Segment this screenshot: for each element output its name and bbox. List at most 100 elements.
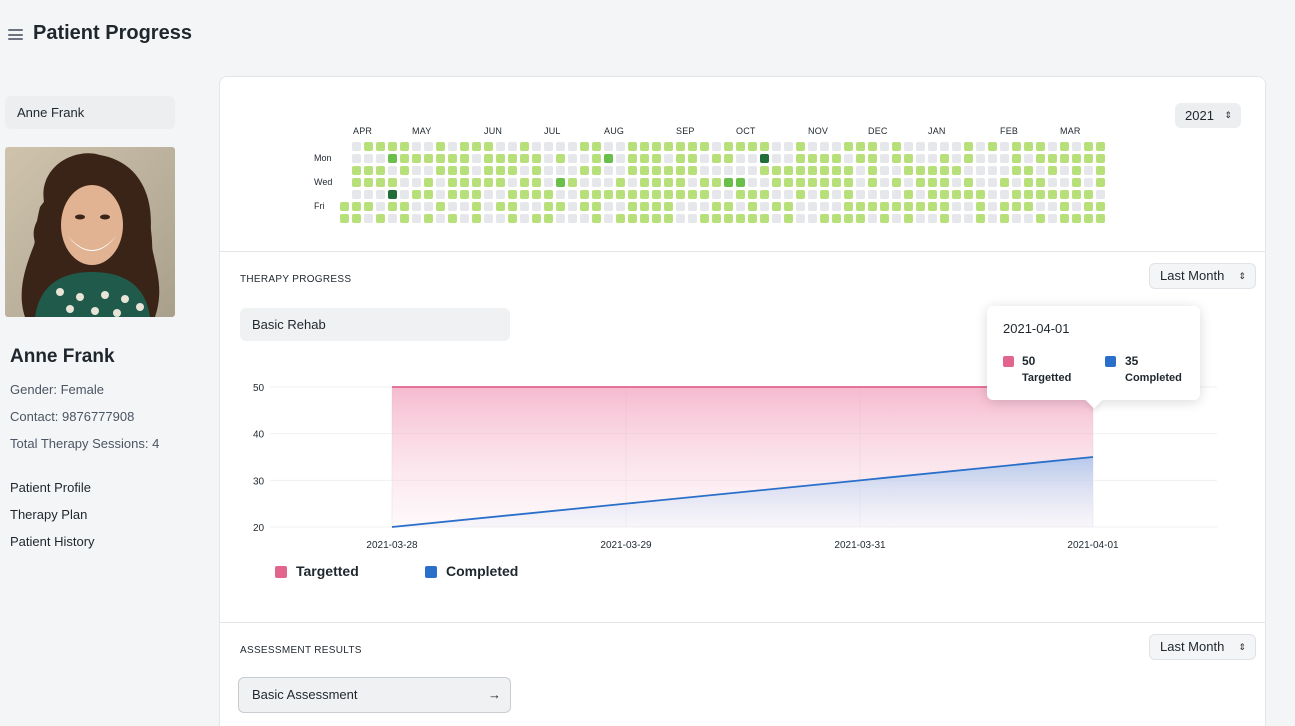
- heatmap-cell[interactable]: [568, 166, 577, 175]
- heatmap-cell[interactable]: [736, 190, 745, 199]
- heatmap-cell[interactable]: [1024, 178, 1033, 187]
- heatmap-cell[interactable]: [760, 142, 769, 151]
- heatmap-cell[interactable]: [736, 214, 745, 223]
- heatmap-cell[interactable]: [1084, 154, 1093, 163]
- heatmap-cell[interactable]: [724, 142, 733, 151]
- heatmap-cell[interactable]: [1000, 214, 1009, 223]
- heatmap-cell[interactable]: [412, 154, 421, 163]
- heatmap-cell[interactable]: [1072, 154, 1081, 163]
- heatmap-cell[interactable]: [532, 154, 541, 163]
- heatmap-cell[interactable]: [1000, 142, 1009, 151]
- heatmap-cell[interactable]: [1084, 190, 1093, 199]
- heatmap-cell[interactable]: [412, 142, 421, 151]
- heatmap-cell[interactable]: [916, 202, 925, 211]
- heatmap-cell[interactable]: [1072, 178, 1081, 187]
- heatmap-cell[interactable]: [1024, 190, 1033, 199]
- heatmap-cell[interactable]: [376, 190, 385, 199]
- heatmap-cell[interactable]: [388, 202, 397, 211]
- heatmap-cell[interactable]: [604, 202, 613, 211]
- heatmap-cell[interactable]: [688, 202, 697, 211]
- heatmap-cell[interactable]: [1096, 166, 1105, 175]
- heatmap-cell[interactable]: [616, 154, 625, 163]
- heatmap-cell[interactable]: [736, 142, 745, 151]
- heatmap-cell[interactable]: [664, 202, 673, 211]
- heatmap-cell[interactable]: [976, 202, 985, 211]
- heatmap-cell[interactable]: [952, 190, 961, 199]
- heatmap-cell[interactable]: [964, 214, 973, 223]
- heatmap-cell[interactable]: [928, 214, 937, 223]
- heatmap-cell[interactable]: [520, 202, 529, 211]
- heatmap-cell[interactable]: [604, 154, 613, 163]
- heatmap-cell[interactable]: [856, 142, 865, 151]
- heatmap-cell[interactable]: [652, 154, 661, 163]
- heatmap-cell[interactable]: [1060, 178, 1069, 187]
- heatmap-cell[interactable]: [556, 166, 565, 175]
- heatmap-cell[interactable]: [892, 178, 901, 187]
- heatmap-cell[interactable]: [820, 202, 829, 211]
- heatmap-cell[interactable]: [592, 166, 601, 175]
- heatmap-cell[interactable]: [664, 214, 673, 223]
- heatmap-cell[interactable]: [724, 190, 733, 199]
- heatmap-cell[interactable]: [364, 202, 373, 211]
- heatmap-cell[interactable]: [916, 166, 925, 175]
- heatmap-cell[interactable]: [1012, 214, 1021, 223]
- heatmap-cell[interactable]: [928, 202, 937, 211]
- heatmap-cell[interactable]: [796, 154, 805, 163]
- heatmap-cell[interactable]: [640, 202, 649, 211]
- heatmap-cell[interactable]: [880, 166, 889, 175]
- heatmap-cell[interactable]: [976, 166, 985, 175]
- heatmap-cell[interactable]: [604, 214, 613, 223]
- heatmap-cell[interactable]: [652, 142, 661, 151]
- heatmap-cell[interactable]: [700, 178, 709, 187]
- heatmap-cell[interactable]: [832, 142, 841, 151]
- heatmap-cell[interactable]: [928, 166, 937, 175]
- heatmap-cell[interactable]: [376, 166, 385, 175]
- heatmap-cell[interactable]: [580, 142, 589, 151]
- heatmap-cell[interactable]: [808, 166, 817, 175]
- heatmap-cell[interactable]: [1000, 190, 1009, 199]
- legend-targetted[interactable]: Targetted: [296, 563, 359, 579]
- heatmap-cell[interactable]: [352, 154, 361, 163]
- heatmap-cell[interactable]: [388, 154, 397, 163]
- heatmap-cell[interactable]: [700, 190, 709, 199]
- heatmap-cell[interactable]: [544, 142, 553, 151]
- heatmap-cell[interactable]: [856, 154, 865, 163]
- heatmap-cell[interactable]: [352, 202, 361, 211]
- heatmap-cell[interactable]: [964, 154, 973, 163]
- heatmap-cell[interactable]: [448, 166, 457, 175]
- heatmap-cell[interactable]: [736, 166, 745, 175]
- heatmap-cell[interactable]: [628, 166, 637, 175]
- heatmap-cell[interactable]: [436, 178, 445, 187]
- heatmap-cell[interactable]: [532, 178, 541, 187]
- heatmap-cell[interactable]: [400, 154, 409, 163]
- heatmap-cell[interactable]: [964, 142, 973, 151]
- heatmap-cell[interactable]: [856, 202, 865, 211]
- heatmap-cell[interactable]: [520, 154, 529, 163]
- heatmap-cell[interactable]: [412, 190, 421, 199]
- heatmap-cell[interactable]: [928, 154, 937, 163]
- heatmap-cell[interactable]: [424, 202, 433, 211]
- heatmap-cell[interactable]: [652, 214, 661, 223]
- heatmap-cell[interactable]: [532, 190, 541, 199]
- heatmap-cell[interactable]: [820, 154, 829, 163]
- heatmap-cell[interactable]: [544, 202, 553, 211]
- heatmap-cell[interactable]: [1096, 202, 1105, 211]
- heatmap-cell[interactable]: [688, 178, 697, 187]
- heatmap-cell[interactable]: [904, 202, 913, 211]
- heatmap-cell[interactable]: [868, 214, 877, 223]
- heatmap-cell[interactable]: [424, 178, 433, 187]
- heatmap-cell[interactable]: [988, 142, 997, 151]
- heatmap-cell[interactable]: [1000, 202, 1009, 211]
- heatmap-cell[interactable]: [424, 142, 433, 151]
- heatmap-cell[interactable]: [1036, 166, 1045, 175]
- heatmap-cell[interactable]: [580, 178, 589, 187]
- heatmap-cell[interactable]: [964, 190, 973, 199]
- heatmap-cell[interactable]: [868, 154, 877, 163]
- heatmap-cell[interactable]: [496, 190, 505, 199]
- heatmap-cell[interactable]: [1000, 178, 1009, 187]
- patient-select[interactable]: Anne Frank: [5, 96, 175, 129]
- heatmap-cell[interactable]: [436, 214, 445, 223]
- heatmap-cell[interactable]: [724, 214, 733, 223]
- heatmap-cell[interactable]: [676, 178, 685, 187]
- heatmap-cell[interactable]: [700, 142, 709, 151]
